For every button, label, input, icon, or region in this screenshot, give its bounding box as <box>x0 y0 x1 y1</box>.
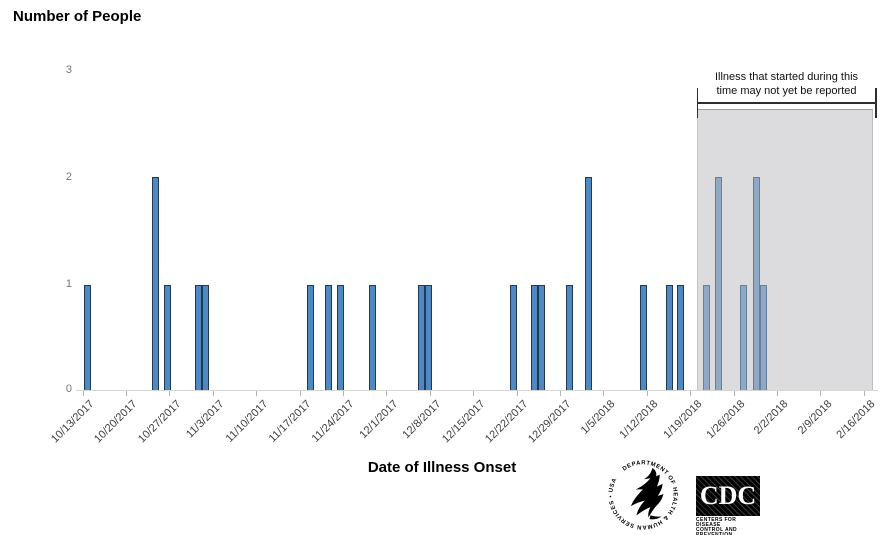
y-axis-tick-label: 1 <box>65 278 72 290</box>
x-axis-tick <box>169 391 171 396</box>
x-axis-tick <box>82 391 84 396</box>
cdc-caption-line-2: Control and Prevention <box>696 527 738 535</box>
x-axis-tick <box>342 391 344 396</box>
x-axis-tick <box>256 391 258 396</box>
x-axis-tick <box>386 391 388 396</box>
y-axis-tick-label: 2 <box>65 170 72 183</box>
x-axis-tick <box>125 391 127 396</box>
x-axis-tick <box>690 391 692 396</box>
bar <box>715 177 722 391</box>
x-axis-tick <box>646 391 648 396</box>
bar <box>703 284 710 391</box>
cdc-caption: Centers for Disease Control and Preventi… <box>696 518 762 535</box>
bar <box>760 284 767 391</box>
cdc-logo: CDC Centers for Disease Control and Prev… <box>696 476 762 535</box>
y-axis-tick-label: 0 <box>65 383 72 395</box>
x-axis-line <box>76 390 878 391</box>
annotation-text: Illness that started during this time ma… <box>695 70 878 98</box>
annotation-bracket-right <box>875 88 877 118</box>
x-axis-tick <box>776 391 778 396</box>
x-axis-tick <box>820 391 822 396</box>
bar <box>566 284 573 391</box>
x-axis-tick <box>559 391 561 396</box>
bar <box>510 284 517 391</box>
x-axis-title: Date of Illness Onset <box>367 459 517 476</box>
hhs-logo: DEPARTMENT OF HEALTH & HUMAN SERVICES • … <box>608 460 677 529</box>
bar <box>677 284 684 391</box>
unreported-region <box>697 109 873 391</box>
annotation-bracket-left <box>696 88 698 118</box>
x-axis-tick <box>516 391 518 396</box>
hhs-eagle-icon <box>630 468 664 520</box>
cdc-acronym: CDC <box>699 481 757 510</box>
x-axis-tick <box>429 391 431 396</box>
x-axis-tick <box>212 391 214 396</box>
bar <box>425 284 432 391</box>
bar <box>164 284 171 391</box>
x-axis-tick <box>733 391 735 396</box>
chart-title: Number of People <box>13 8 142 25</box>
annotation-line-2: time may not yet be reported <box>716 85 857 97</box>
bar <box>369 284 376 391</box>
bar <box>202 284 209 391</box>
bar <box>418 284 425 391</box>
annotation-bracket-horizontal <box>697 102 876 104</box>
x-axis-tick <box>603 391 605 396</box>
cdc-caption-line-1: Centers for Disease <box>696 517 737 528</box>
annotation-line-1: Illness that started during this <box>714 71 859 83</box>
y-axis-tick-label: 3 <box>65 63 72 76</box>
bar <box>740 284 747 391</box>
x-axis-tick <box>863 391 865 396</box>
bar <box>640 284 647 391</box>
bar <box>753 177 760 391</box>
bar <box>307 284 314 391</box>
bar <box>337 284 344 391</box>
bar <box>538 284 545 391</box>
bar <box>531 284 538 391</box>
cdc-logo-box: CDC <box>696 476 760 516</box>
bar <box>195 284 202 391</box>
bar <box>84 284 91 391</box>
bar <box>585 177 592 391</box>
x-axis-tick <box>473 391 475 396</box>
bar <box>325 284 332 391</box>
x-axis-tick <box>299 391 301 396</box>
bar <box>152 177 159 391</box>
bar <box>666 284 673 391</box>
